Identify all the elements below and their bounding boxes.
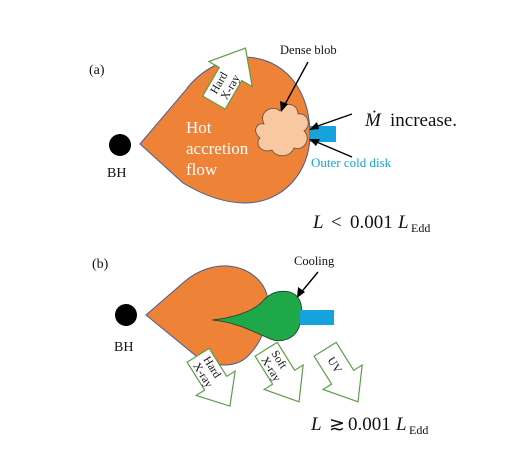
cooling-pointer-head <box>297 287 305 298</box>
cooling-label: Cooling <box>294 254 335 268</box>
mdot-arrow-upper-head <box>309 122 319 130</box>
outer-cold-disk-label: Outer cold disk <box>311 155 392 170</box>
lum-a-value: 0.001 <box>350 212 393 233</box>
panel-a: (a) BH Hot accretion flow Hard X-ray Den… <box>89 43 457 235</box>
mdot-text: increase. <box>390 110 457 131</box>
panel-b-label: (b) <box>92 257 109 272</box>
dense-blob-label: Dense blob <box>280 43 337 57</box>
cooling-region <box>211 290 303 341</box>
panel-b: (b) BH Cooling Hard X-ray Soft X-ray UV <box>92 254 428 437</box>
flow-label-line-1: Hot <box>186 118 212 137</box>
bh-label-a: BH <box>107 166 126 181</box>
outer-cold-disk-a <box>310 126 336 142</box>
soft-xray-arrow: Soft X-ray <box>254 341 304 403</box>
lum-a-relation: < <box>331 212 342 233</box>
uv-arrow: UV <box>313 341 363 403</box>
mdot-symbol: Ṁ <box>364 110 382 131</box>
lum-b-value: 0.001 <box>348 414 391 435</box>
lum-a-sub: Edd <box>411 221 430 235</box>
lum-a-lhs: L <box>312 212 324 233</box>
mdot-arrow-lower-head <box>309 139 320 146</box>
lum-b-lhs: L <box>310 414 322 435</box>
mdot-arrow-upper <box>311 113 353 129</box>
luminosity-a: L < 0.001 L Edd <box>312 212 430 235</box>
dense-blob-pointer-head <box>280 101 288 112</box>
lum-b-L: L <box>395 414 407 435</box>
black-hole-b <box>115 304 137 326</box>
outer-cold-disk-b <box>300 310 334 325</box>
lum-b-relation: ≳ <box>329 414 345 435</box>
mdot-arrow-lower <box>311 139 353 158</box>
black-hole-a <box>109 134 131 156</box>
dense-blob-pointer <box>282 61 309 109</box>
panel-a-label: (a) <box>89 63 105 78</box>
flow-label-line-2: accretion <box>186 139 249 158</box>
lum-b-sub: Edd <box>409 423 428 437</box>
bh-label-b: BH <box>114 340 133 355</box>
luminosity-b: L ≳ 0.001 L Edd <box>310 414 428 437</box>
lum-a-L: L <box>397 212 409 233</box>
flow-label-line-3: flow <box>186 160 218 179</box>
